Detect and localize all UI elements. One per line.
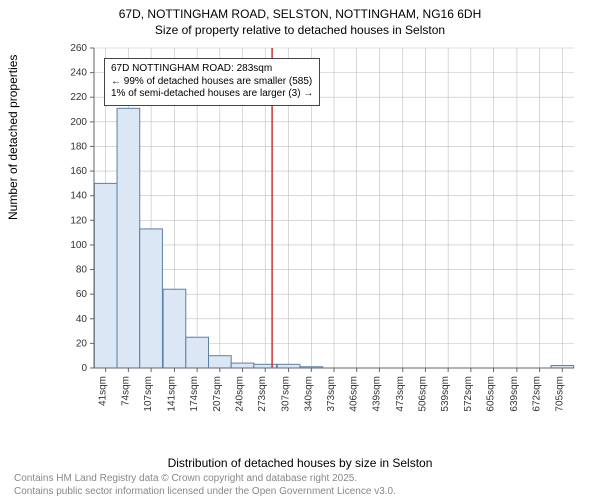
title-line-2: Size of property relative to detached ho… xyxy=(0,22,600,38)
svg-text:41sqm: 41sqm xyxy=(98,376,109,406)
svg-text:107sqm: 107sqm xyxy=(143,376,154,412)
svg-text:74sqm: 74sqm xyxy=(120,376,131,406)
footer-line-1: Contains HM Land Registry data © Crown c… xyxy=(14,473,396,486)
svg-text:0: 0 xyxy=(81,363,87,374)
annotation-line-1: 67D NOTTINGHAM ROAD: 283sqm xyxy=(111,63,313,76)
svg-text:473sqm: 473sqm xyxy=(395,376,406,412)
svg-text:439sqm: 439sqm xyxy=(371,376,382,412)
svg-text:40: 40 xyxy=(76,314,88,325)
svg-text:207sqm: 207sqm xyxy=(212,376,223,412)
svg-text:260: 260 xyxy=(70,43,87,54)
footer-attribution: Contains HM Land Registry data © Crown c… xyxy=(14,473,396,498)
svg-text:406sqm: 406sqm xyxy=(349,376,360,412)
svg-text:373sqm: 373sqm xyxy=(326,376,337,412)
svg-text:20: 20 xyxy=(76,338,88,349)
svg-text:141sqm: 141sqm xyxy=(166,376,177,412)
svg-text:120: 120 xyxy=(70,215,87,226)
annotation-line-2: ← 99% of detached houses are smaller (58… xyxy=(111,76,313,89)
title-line-1: 67D, NOTTINGHAM ROAD, SELSTON, NOTTINGHA… xyxy=(0,6,600,22)
svg-text:160: 160 xyxy=(70,166,87,177)
svg-text:639sqm: 639sqm xyxy=(509,376,520,412)
svg-text:672sqm: 672sqm xyxy=(532,376,543,412)
svg-text:539sqm: 539sqm xyxy=(440,376,451,412)
footer-line-2: Contains public sector information licen… xyxy=(14,486,396,499)
y-axis-label: Number of detached properties xyxy=(6,55,20,220)
svg-text:140: 140 xyxy=(70,191,87,202)
svg-text:605sqm: 605sqm xyxy=(486,376,497,412)
svg-text:340sqm: 340sqm xyxy=(303,376,314,412)
chart-title: 67D, NOTTINGHAM ROAD, SELSTON, NOTTINGHA… xyxy=(0,0,600,38)
annotation-box: 67D NOTTINGHAM ROAD: 283sqm ← 99% of det… xyxy=(104,58,320,106)
svg-text:506sqm: 506sqm xyxy=(417,376,428,412)
annotation-line-3: 1% of semi-detached houses are larger (3… xyxy=(111,88,313,101)
svg-text:174sqm: 174sqm xyxy=(189,376,200,412)
svg-text:705sqm: 705sqm xyxy=(554,376,565,412)
svg-text:180: 180 xyxy=(70,141,87,152)
svg-text:100: 100 xyxy=(70,240,87,251)
svg-text:80: 80 xyxy=(76,265,88,276)
svg-text:240: 240 xyxy=(70,68,87,79)
svg-text:60: 60 xyxy=(76,289,88,300)
svg-text:273sqm: 273sqm xyxy=(257,376,268,412)
x-axis-label: Distribution of detached houses by size … xyxy=(0,456,600,470)
svg-text:240sqm: 240sqm xyxy=(235,376,246,412)
svg-text:572sqm: 572sqm xyxy=(463,376,474,412)
svg-text:220: 220 xyxy=(70,92,87,103)
svg-text:200: 200 xyxy=(70,117,87,128)
svg-text:307sqm: 307sqm xyxy=(281,376,292,412)
